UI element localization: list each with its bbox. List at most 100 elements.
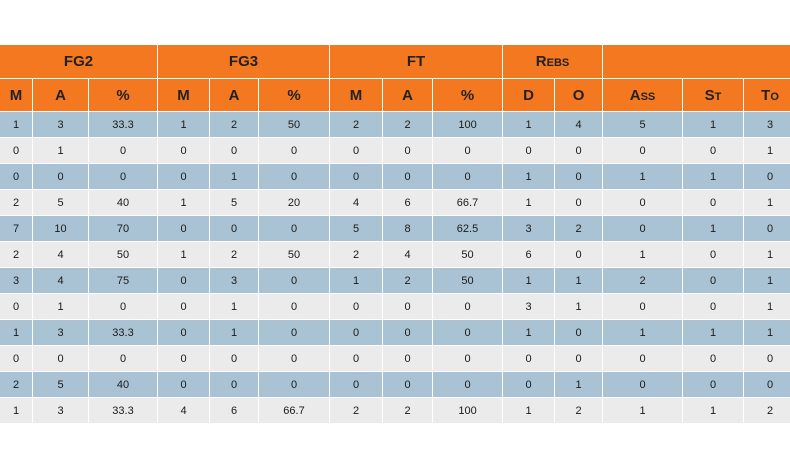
table-cell: 2 bbox=[330, 242, 383, 268]
table-cell: 2 bbox=[555, 398, 604, 424]
table-cell: 50 bbox=[89, 242, 158, 268]
table-cell: 33.3 bbox=[89, 320, 158, 346]
column-header: To bbox=[744, 79, 790, 112]
table-cell: 0 bbox=[433, 164, 504, 190]
table-cell: 0 bbox=[603, 190, 684, 216]
table-cell: 0 bbox=[158, 138, 210, 164]
table-cell: 0 bbox=[33, 346, 89, 372]
column-header: % bbox=[259, 79, 330, 112]
table-cell: 2 bbox=[383, 268, 433, 294]
column-header: A bbox=[210, 79, 259, 112]
table-cell: 5 bbox=[210, 190, 259, 216]
table-cell: 2 bbox=[383, 398, 433, 424]
table-cell: 0 bbox=[603, 372, 684, 398]
table-cell: 0 bbox=[158, 164, 210, 190]
table-cell: 0 bbox=[89, 164, 158, 190]
table-row: 1 3 33.3 0 1 0 0 0 0 1 0 1 1 1 bbox=[0, 320, 790, 346]
table-cell: 1 bbox=[158, 242, 210, 268]
table-cell: 1 bbox=[0, 320, 33, 346]
group-header-rebs: Rebs bbox=[503, 45, 604, 79]
column-header: Ass bbox=[603, 79, 684, 112]
table-cell: 1 bbox=[683, 398, 745, 424]
table-cell: 0 bbox=[330, 294, 383, 320]
table-cell: 1 bbox=[0, 112, 33, 138]
table-cell: 62.5 bbox=[433, 216, 504, 242]
table-cell: 0 bbox=[330, 372, 383, 398]
table-cell: 0 bbox=[744, 346, 790, 372]
column-header: St bbox=[683, 79, 745, 112]
table-cell: 0 bbox=[259, 138, 330, 164]
table-cell: 0 bbox=[89, 346, 158, 372]
table-cell: 1 bbox=[683, 164, 745, 190]
table-cell: 1 bbox=[503, 164, 556, 190]
table-cell: 0 bbox=[383, 294, 433, 320]
table-cell: 1 bbox=[555, 372, 604, 398]
table-cell: 0 bbox=[503, 372, 556, 398]
group-header-fg3: FG3 bbox=[158, 45, 330, 79]
table-cell: 1 bbox=[503, 320, 556, 346]
table-cell: 1 bbox=[744, 268, 790, 294]
table-cell: 0 bbox=[683, 138, 745, 164]
table-cell: 1 bbox=[33, 138, 89, 164]
table-cell: 0 bbox=[744, 216, 790, 242]
table-cell: 0 bbox=[383, 138, 433, 164]
table-cell: 0 bbox=[259, 320, 330, 346]
table-cell: 0 bbox=[603, 346, 684, 372]
table-cell: 0 bbox=[433, 372, 504, 398]
table-cell: 0 bbox=[158, 216, 210, 242]
table-cell: 2 bbox=[603, 268, 684, 294]
table-cell: 0 bbox=[683, 294, 745, 320]
table-cell: 0 bbox=[330, 346, 383, 372]
table-cell: 1 bbox=[744, 138, 790, 164]
table-cell: 0 bbox=[0, 294, 33, 320]
table-cell: 0 bbox=[158, 268, 210, 294]
table-cell: 0 bbox=[158, 320, 210, 346]
table-cell: 66.7 bbox=[433, 190, 504, 216]
table-cell: 1 bbox=[744, 190, 790, 216]
table-cell: 0 bbox=[603, 294, 684, 320]
table-header: FG2 FG3 FT Rebs M A % M A % M A % D O As… bbox=[0, 45, 790, 112]
table-cell: 1 bbox=[0, 398, 33, 424]
table-cell: 1 bbox=[683, 216, 745, 242]
table-cell: 1 bbox=[603, 398, 684, 424]
group-header-fg2: FG2 bbox=[0, 45, 158, 79]
table-cell: 0 bbox=[383, 346, 433, 372]
table-cell: 0 bbox=[433, 346, 504, 372]
table-cell: 0 bbox=[555, 138, 604, 164]
table-cell: 1 bbox=[503, 398, 556, 424]
table-cell: 1 bbox=[503, 268, 556, 294]
table-cell: 1 bbox=[210, 320, 259, 346]
table-cell: 0 bbox=[683, 268, 745, 294]
table-cell: 0 bbox=[330, 320, 383, 346]
table-cell: 0 bbox=[433, 138, 504, 164]
table-cell: 2 bbox=[555, 216, 604, 242]
table-cell: 0 bbox=[33, 164, 89, 190]
column-header: D bbox=[503, 79, 556, 112]
table-row: 2 4 50 1 2 50 2 4 50 6 0 1 0 1 bbox=[0, 242, 790, 268]
table-row: 2 5 40 1 5 20 4 6 66.7 1 0 0 0 1 bbox=[0, 190, 790, 216]
column-header: M bbox=[158, 79, 210, 112]
table-cell: 0 bbox=[210, 372, 259, 398]
table-cell: 2 bbox=[330, 398, 383, 424]
group-header-row: FG2 FG3 FT Rebs bbox=[0, 45, 790, 79]
table-cell: 0 bbox=[744, 372, 790, 398]
table-cell: 0 bbox=[0, 346, 33, 372]
table-cell: 6 bbox=[383, 190, 433, 216]
table-cell: 4 bbox=[158, 398, 210, 424]
table-cell: 8 bbox=[383, 216, 433, 242]
table-cell: 0 bbox=[0, 164, 33, 190]
table-cell: 1 bbox=[744, 242, 790, 268]
table-cell: 0 bbox=[503, 138, 556, 164]
table-cell: 1 bbox=[744, 294, 790, 320]
table-cell: 2 bbox=[0, 190, 33, 216]
table-cell: 0 bbox=[210, 138, 259, 164]
table-cell: 7 bbox=[0, 216, 33, 242]
table-cell: 1 bbox=[503, 112, 556, 138]
table-cell: 40 bbox=[89, 190, 158, 216]
table-cell: 1 bbox=[603, 164, 684, 190]
column-header: A bbox=[33, 79, 89, 112]
table-cell: 33.3 bbox=[89, 398, 158, 424]
